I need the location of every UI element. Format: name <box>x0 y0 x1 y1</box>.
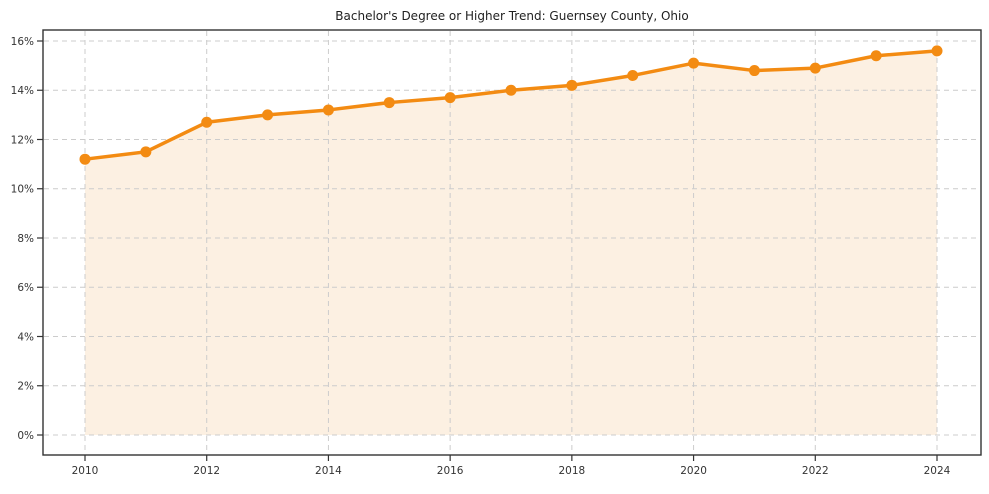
data-point-2017 <box>505 84 517 96</box>
x-tick-label: 2024 <box>924 465 951 477</box>
x-tick-label: 2018 <box>558 465 585 477</box>
data-point-2022 <box>809 62 821 74</box>
y-tick-label: 0% <box>17 430 34 442</box>
data-point-2023 <box>870 50 882 62</box>
data-point-2021 <box>748 65 760 77</box>
area-fill <box>85 50 937 435</box>
plot-frame <box>42 29 982 456</box>
y-tick-label: 14% <box>11 85 34 97</box>
y-tick-label: 12% <box>11 134 34 146</box>
data-line-layer <box>79 45 943 165</box>
x-tick-label: 2022 <box>802 465 829 477</box>
y-tick-label: 10% <box>11 184 34 196</box>
y-tick-label: 4% <box>17 331 34 343</box>
x-tick-label: 2014 <box>315 465 342 477</box>
data-point-2012 <box>201 116 213 128</box>
y-tick-label: 16% <box>11 36 34 48</box>
chart-title: Bachelor's Degree or Higher Trend: Guern… <box>335 9 688 23</box>
x-tick-label: 2012 <box>193 465 220 477</box>
area-fill-layer <box>85 50 937 435</box>
data-point-2020 <box>688 57 700 69</box>
axis-layer: 0% 2% 4% 6% 8% 10% 12% 14% 16% 2010 2012 2014 2016 20… <box>11 29 982 477</box>
x-tick-label: 2016 <box>437 465 464 477</box>
x-tick-label: 2020 <box>680 465 707 477</box>
data-point-2011 <box>140 146 152 158</box>
y-tick-label: 6% <box>17 282 34 294</box>
data-point-2018 <box>566 79 578 91</box>
data-point-2016 <box>444 92 456 104</box>
data-point-2010 <box>79 153 91 165</box>
data-point-2019 <box>627 69 639 81</box>
data-point-2013 <box>262 109 274 121</box>
data-point-2015 <box>383 97 395 109</box>
data-point-2024 <box>931 45 943 57</box>
y-tick-label: 8% <box>17 233 34 245</box>
y-tick-label: 2% <box>17 381 34 393</box>
data-point-2014 <box>322 104 334 116</box>
x-tick-label: 2010 <box>72 465 99 477</box>
